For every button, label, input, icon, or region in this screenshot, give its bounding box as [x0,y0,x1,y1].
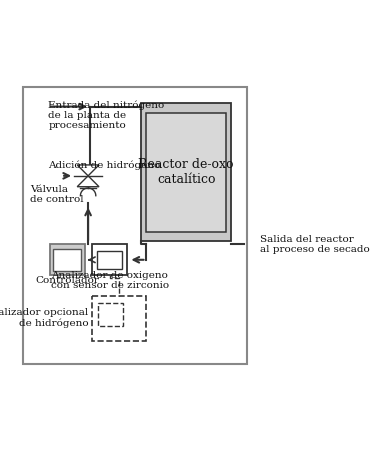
Text: Adición de hidrógeno: Adición de hidrógeno [48,161,161,170]
Bar [92,244,127,275]
Bar [50,244,85,275]
Bar [98,304,123,326]
Text: Válvula
de control: Válvula de control [30,185,84,204]
Text: Reactor de-oxo
catalítico: Reactor de-oxo catalítico [138,158,234,186]
Text: Salida del reactor
al proceso de secado: Salida del reactor al proceso de secado [260,235,370,254]
Bar [141,103,231,241]
Text: Entrada del nitrógeno
de la planta de
procesamiento: Entrada del nitrógeno de la planta de pr… [48,100,165,130]
Text: Controlador: Controlador [35,276,99,285]
Bar [54,249,81,271]
Bar [147,113,226,232]
Text: Analizador de oxigeno
con sensor de zirconio: Analizador de oxigeno con sensor de zirc… [51,271,169,290]
Bar [97,251,122,269]
Text: Analizador opcional
de hidrógeno: Analizador opcional de hidrógeno [0,308,89,328]
Bar [92,296,147,341]
